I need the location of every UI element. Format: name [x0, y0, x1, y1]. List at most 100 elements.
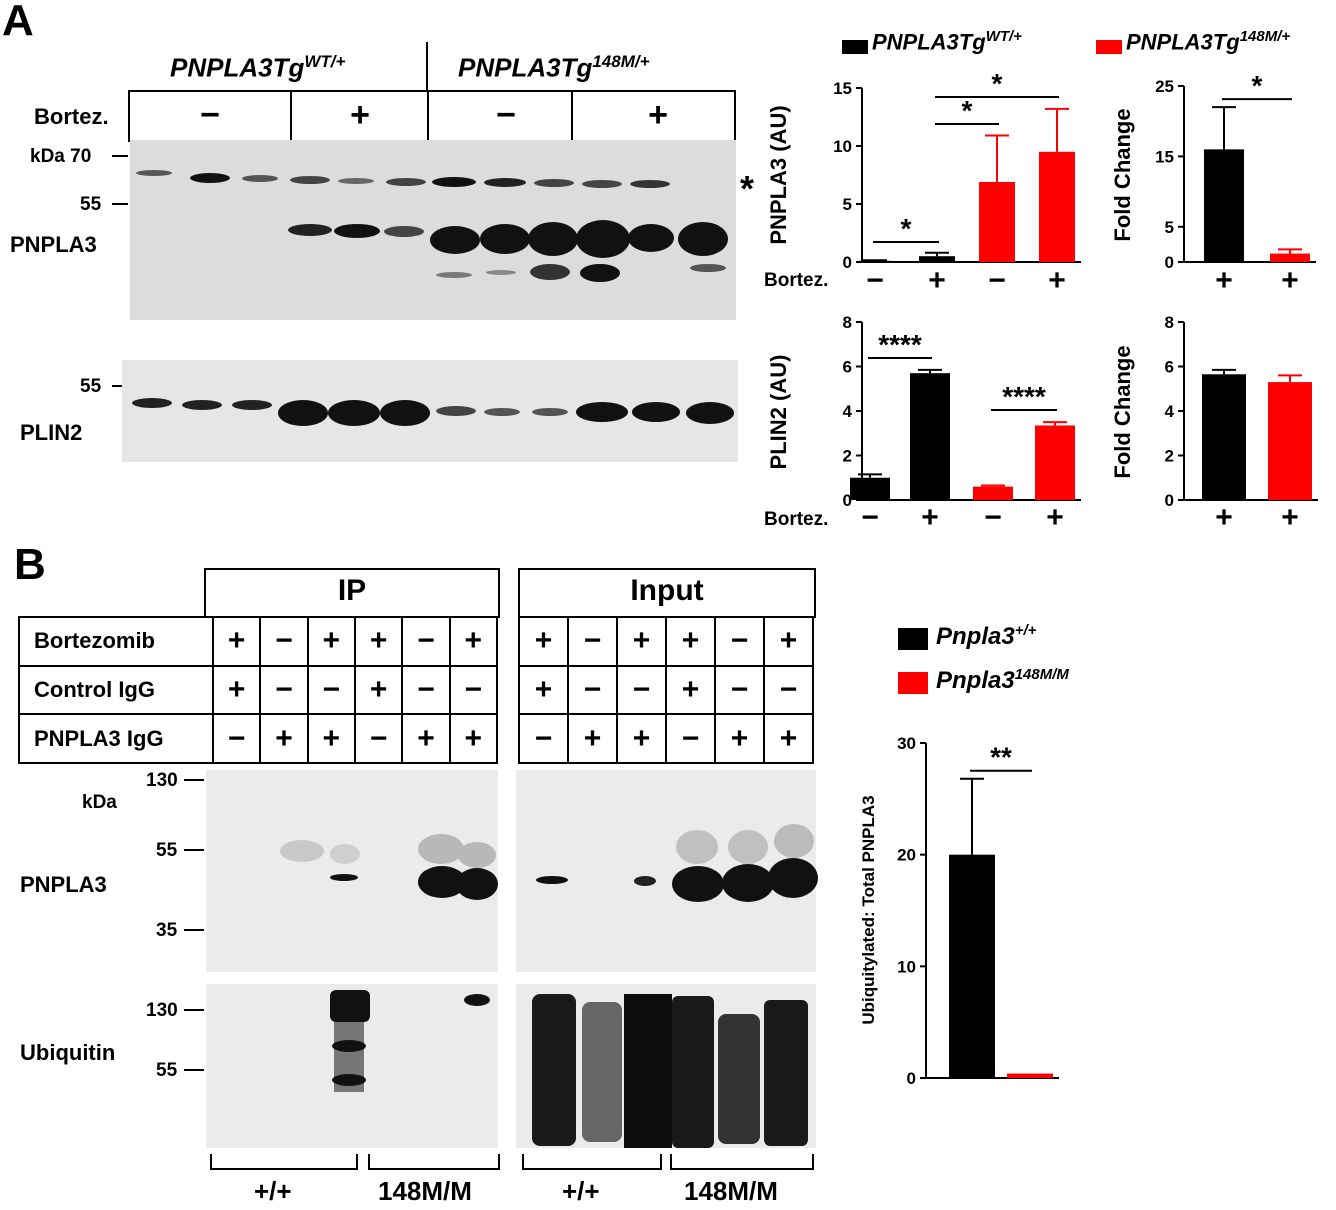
bar	[1039, 151, 1075, 262]
plin2-western-blot	[122, 360, 738, 462]
legend-swatch-wt-b	[898, 628, 928, 650]
row-label-control-igg: Control IgG	[18, 664, 214, 716]
mw-55-plin2: 55	[80, 376, 102, 397]
x-category-label: +	[1215, 264, 1233, 297]
y-tick-label: 2	[1165, 447, 1174, 466]
x-category-label: −	[984, 501, 1002, 534]
mw-tick	[184, 849, 204, 851]
y-tick-label: 10	[897, 957, 916, 976]
pnpla3-western-blot	[130, 140, 736, 320]
input-cell: +	[518, 616, 569, 667]
significance-marker: *	[992, 68, 1003, 99]
x-category-label: −	[988, 264, 1006, 297]
input-cell: −	[567, 664, 618, 716]
legend-label-mutant-b: Pnpla3148M/M	[936, 666, 1069, 694]
ip-cell: −	[448, 664, 499, 716]
ip-cell: −	[211, 713, 262, 764]
legend-swatch-mutant-b	[898, 672, 928, 694]
y-tick-label: 20	[897, 846, 916, 865]
legend-swatch-wt	[842, 40, 868, 54]
ip-cell: +	[353, 664, 404, 716]
y-axis-title: Ubiquitylated: Total PNPLA3	[859, 795, 878, 1024]
significance-marker: *	[962, 95, 973, 126]
mw-35: 35	[156, 920, 178, 941]
nonspecific-band-asterisk: *	[740, 168, 755, 209]
bortez-sign-2: +	[350, 96, 370, 134]
mw-tick	[184, 1069, 204, 1071]
y-tick-label: 0	[843, 253, 852, 272]
y-tick-label: 0	[1165, 253, 1174, 272]
x-category-label: +	[921, 501, 939, 534]
blot-label-ubiquitin: Ubiquitin	[20, 1040, 116, 1065]
mw-kda-70: kDa 70	[30, 146, 92, 167]
bar	[857, 260, 893, 262]
y-axis-title: Fold Change	[1110, 345, 1135, 478]
genotype-label-input-wt: +/+	[562, 1176, 600, 1206]
ip-cell: −	[401, 616, 451, 667]
y-tick-label: 6	[843, 358, 852, 377]
bar	[850, 477, 890, 500]
y-tick-label: 25	[1155, 77, 1174, 96]
ip-cell: +	[401, 713, 451, 764]
mw-130: 130	[146, 770, 178, 791]
ip-cell: −	[259, 616, 309, 667]
y-tick-label: 4	[843, 402, 853, 421]
ip-condition-grid: Bortezomib + − + + − + Control IgG + − − + − − PNP…	[18, 616, 499, 764]
mw-tick	[184, 779, 204, 781]
bar	[1268, 382, 1312, 500]
y-tick-label: 15	[833, 79, 852, 98]
input-pnpla3-blot	[516, 770, 818, 972]
bortez-sign-4: +	[648, 96, 668, 134]
input-cell: −	[616, 664, 667, 716]
input-cell: +	[518, 664, 569, 716]
legend-label-mutant: PNPLA3Tg148M/+	[1126, 28, 1291, 55]
input-cell: −	[714, 616, 765, 667]
y-axis-title: Fold Change	[1110, 108, 1135, 241]
genotype-divider	[426, 42, 428, 92]
genotype-label-ip-mut: 148M/M	[378, 1176, 472, 1206]
mw-tick	[112, 155, 128, 157]
input-header: Input	[630, 574, 704, 607]
bracket-ip-wt	[210, 1154, 358, 1170]
ip-cell: +	[448, 616, 499, 667]
ip-cell: +	[448, 713, 499, 764]
x-axis-title: Bortez.	[764, 509, 828, 530]
input-cell: +	[714, 713, 765, 764]
ip-cell: +	[259, 713, 309, 764]
x-category-label: +	[1048, 264, 1066, 297]
x-category-label: −	[861, 501, 879, 534]
bar	[1202, 374, 1246, 500]
y-tick-label: 30	[897, 734, 916, 753]
legend-swatch-mutant	[1096, 40, 1122, 54]
mw-tick	[112, 385, 124, 387]
mw-130-ub: 130	[146, 1000, 178, 1021]
input-cell: −	[518, 713, 569, 764]
y-axis-title: PNPLA3 (AU)	[766, 105, 791, 244]
mw-tick	[184, 929, 204, 931]
input-cell: +	[616, 616, 667, 667]
bar	[1270, 253, 1310, 262]
mw-55-ub: 55	[156, 1060, 178, 1081]
ip-header-box	[204, 568, 500, 618]
input-cell: +	[616, 713, 667, 764]
ip-cell: +	[306, 713, 356, 764]
row-label-bortezomib: Bortezomib	[18, 616, 214, 667]
input-cell: +	[665, 616, 716, 667]
ip-cell: +	[211, 664, 262, 716]
bar	[1007, 1073, 1053, 1078]
y-axis-title: PLIN2 (AU)	[766, 355, 791, 470]
y-tick-label: 0	[907, 1069, 916, 1088]
y-tick-label: 5	[843, 195, 852, 214]
y-tick-label: 2	[843, 447, 852, 466]
ip-pnpla3-blot	[206, 770, 498, 972]
ip-cell: −	[401, 664, 451, 716]
significance-marker: *	[1252, 70, 1263, 101]
row-label-pnpla3-igg: PNPLA3 IgG	[18, 713, 214, 764]
genotype-wt-header: PNPLA3TgWT/+	[170, 52, 346, 83]
genotype-mutant-header: PNPLA3Tg148M/+	[458, 52, 650, 83]
ip-cell: +	[353, 616, 404, 667]
bar	[973, 486, 1013, 500]
input-ubiquitin-blot	[516, 984, 816, 1148]
genotype-label-input-mut: 148M/M	[684, 1176, 778, 1206]
bortez-sign-1: −	[200, 96, 220, 134]
